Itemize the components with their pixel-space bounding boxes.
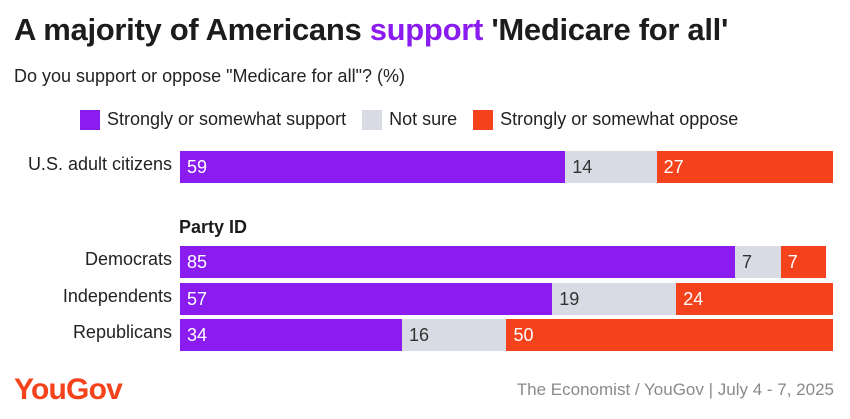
bar-segment-not-sure-independents: 19 bbox=[552, 283, 677, 315]
legend: Strongly or somewhat support Not sure St… bbox=[80, 109, 754, 130]
chart-title: A majority of Americans support 'Medicar… bbox=[14, 12, 728, 48]
row-label-independents: Independents bbox=[62, 286, 172, 306]
bar-segment-oppose-democrats: 7 bbox=[780, 246, 827, 278]
bar-segment-support-republicans: 34 bbox=[180, 319, 403, 351]
data-label-not-sure-democrats: 7 bbox=[742, 251, 753, 272]
data-label-oppose-independents: 24 bbox=[683, 288, 704, 309]
data-label-support-us-adults: 59 bbox=[187, 156, 208, 177]
bar-segment-support-democrats: 85 bbox=[180, 246, 736, 278]
legend-swatch-not-sure bbox=[362, 109, 383, 130]
bar-segment-support-independents: 57 bbox=[180, 283, 553, 315]
bar-us-adults: 59 14 27 bbox=[180, 151, 833, 183]
data-label-oppose-us-adults: 27 bbox=[663, 156, 684, 177]
legend-item-not-sure: Not sure bbox=[362, 109, 457, 130]
data-label-oppose-republicans: 50 bbox=[513, 324, 534, 345]
data-label-not-sure-republicans: 16 bbox=[409, 324, 430, 345]
bar-segment-not-sure-republicans: 16 bbox=[402, 319, 507, 351]
row-label-republicans: Republicans bbox=[72, 322, 172, 342]
legend-item-oppose: Strongly or somewhat oppose bbox=[473, 109, 738, 130]
bar-segment-not-sure-us-adults: 14 bbox=[565, 151, 657, 183]
title-highlight: support bbox=[369, 12, 484, 47]
legend-swatch-oppose bbox=[473, 109, 494, 130]
data-label-support-democrats: 85 bbox=[187, 251, 208, 272]
data-label-oppose-democrats: 7 bbox=[787, 251, 798, 272]
bar-segment-oppose-independents: 24 bbox=[676, 283, 833, 315]
legend-item-support: Strongly or somewhat support bbox=[80, 109, 346, 130]
bar-segment-oppose-us-adults: 27 bbox=[656, 151, 833, 183]
group-label-party-id: Party ID bbox=[179, 217, 248, 237]
row-label-us-adults: U.S. adult citizens bbox=[27, 154, 172, 174]
yougov-logo: YouGov bbox=[14, 373, 123, 406]
legend-swatch-support bbox=[80, 109, 100, 130]
bar-independents: 57 19 24 bbox=[180, 283, 833, 315]
bar-segment-oppose-republicans: 50 bbox=[506, 319, 833, 351]
legend-label-oppose: Strongly or somewhat oppose bbox=[500, 109, 739, 129]
data-label-not-sure-us-adults: 14 bbox=[572, 156, 593, 177]
row-label-democrats: Democrats bbox=[84, 249, 172, 269]
legend-label-not-sure: Not sure bbox=[389, 109, 458, 129]
title-prefix: A majority of Americans bbox=[14, 12, 370, 47]
bar-segment-support-us-adults: 59 bbox=[180, 151, 566, 183]
bar-democrats: 85 7 7 bbox=[180, 246, 833, 278]
legend-label-support: Strongly or somewhat support bbox=[107, 109, 347, 129]
data-label-support-republicans: 34 bbox=[187, 324, 208, 345]
data-label-not-sure-independents: 19 bbox=[559, 288, 580, 309]
bar-republicans: 34 16 50 bbox=[180, 319, 833, 351]
source-note: The Economist / YouGov | July 4 - 7, 202… bbox=[516, 380, 834, 399]
data-label-support-independents: 57 bbox=[187, 288, 208, 309]
bar-segment-not-sure-democrats: 7 bbox=[735, 246, 781, 278]
title-suffix: 'Medicare for all' bbox=[483, 12, 729, 47]
chart-subtitle: Do you support or oppose "Medicare for a… bbox=[14, 66, 405, 86]
